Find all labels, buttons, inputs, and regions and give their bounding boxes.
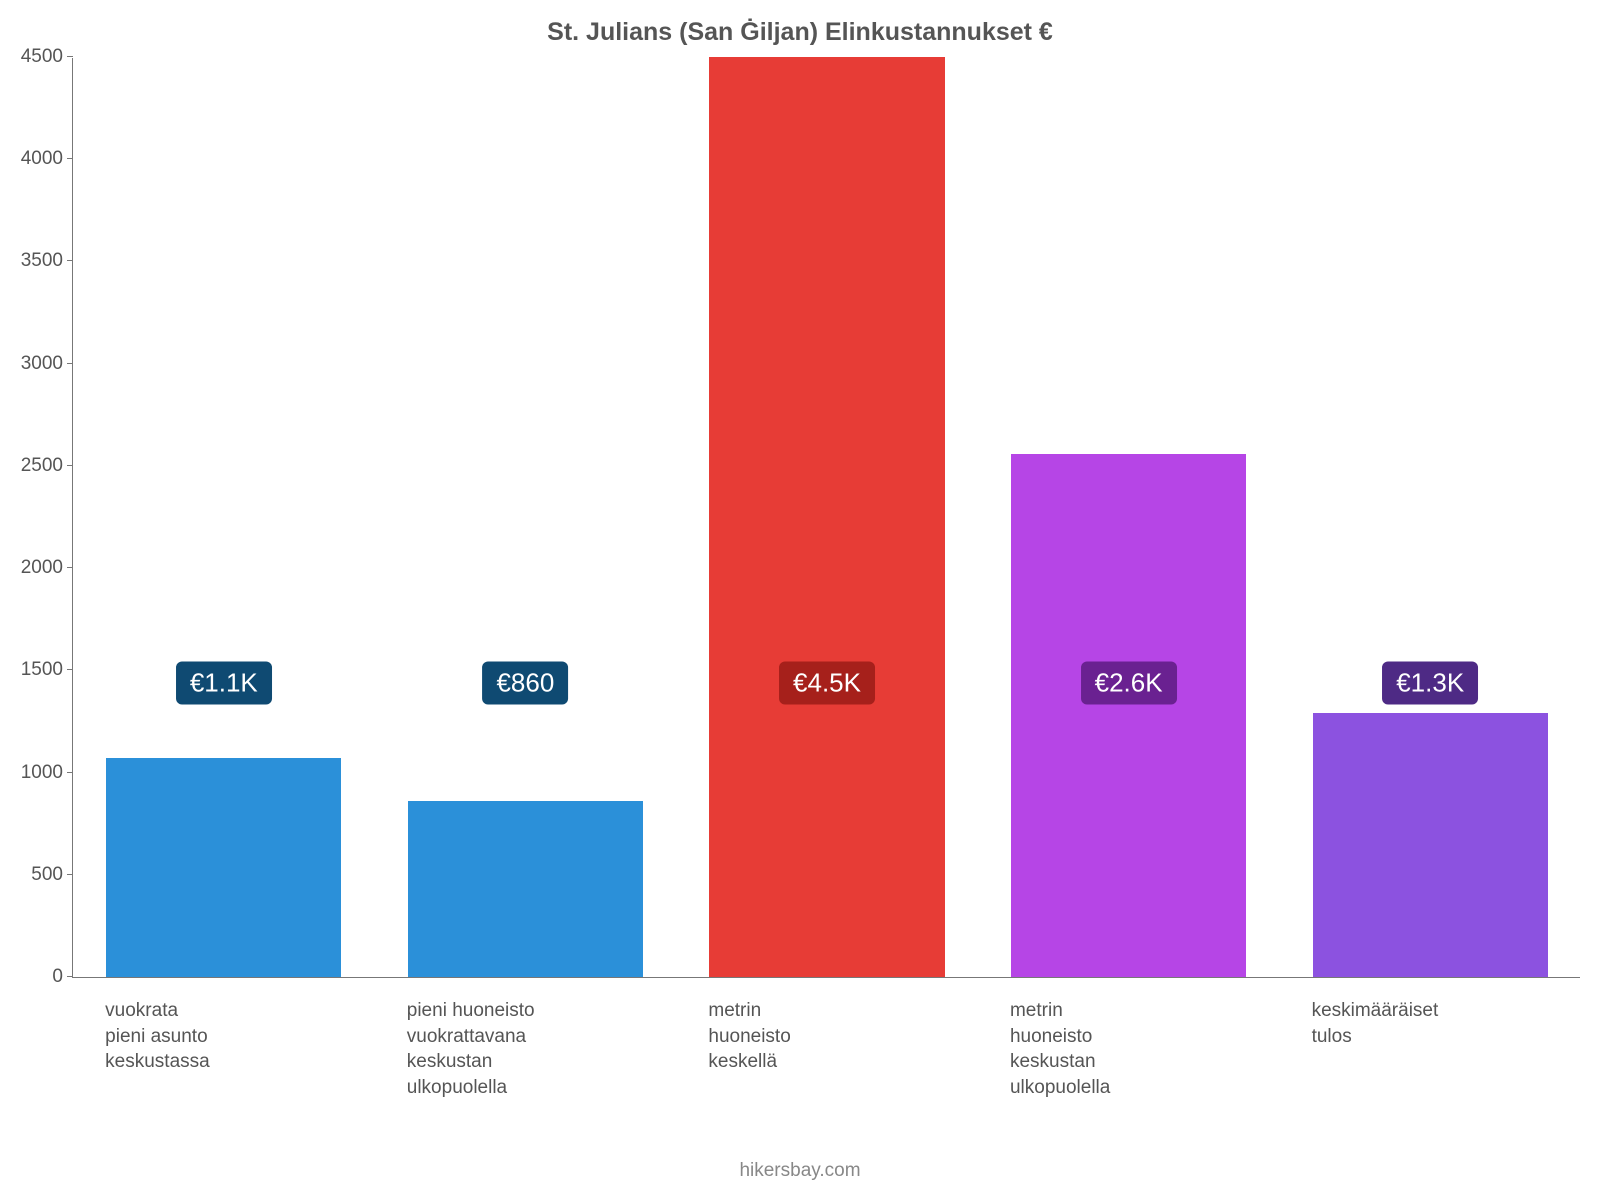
- y-tick-mark: [67, 874, 73, 875]
- y-tick-label: 3500: [21, 250, 73, 272]
- y-tick-mark: [67, 772, 73, 773]
- y-tick-mark: [67, 976, 73, 977]
- y-tick-mark: [67, 567, 73, 568]
- bar-value-label: €2.6K: [1081, 661, 1177, 704]
- bar: [1011, 454, 1246, 977]
- bar-value-label: €1.3K: [1382, 661, 1478, 704]
- y-tick-label: 1500: [21, 659, 73, 681]
- chart-title: St. Julians (San Ġiljan) Elinkustannukse…: [0, 18, 1600, 47]
- bar: [408, 801, 643, 977]
- y-tick-mark: [67, 260, 73, 261]
- y-tick-mark: [67, 158, 73, 159]
- bar: [709, 57, 944, 977]
- x-category-label: metrinhuoneistokeskustanulkopuolella: [1010, 998, 1245, 1101]
- x-category-label: pieni huoneistovuokrattavanakeskustanulk…: [407, 998, 642, 1101]
- y-tick-mark: [67, 363, 73, 364]
- y-tick-mark: [67, 56, 73, 57]
- chart-footer: hikersbay.com: [0, 1160, 1600, 1182]
- y-tick-label: 2000: [21, 557, 73, 579]
- y-tick-label: 4500: [21, 46, 73, 68]
- bar: [1313, 713, 1548, 977]
- y-tick-label: 500: [31, 864, 73, 886]
- bar-value-label: €860: [482, 661, 568, 704]
- bar: [106, 758, 341, 977]
- y-tick-mark: [67, 465, 73, 466]
- y-tick-label: 4000: [21, 148, 73, 170]
- bar-value-label: €4.5K: [779, 661, 875, 704]
- y-tick-mark: [67, 669, 73, 670]
- y-tick-label: 0: [52, 966, 73, 988]
- x-category-label: keskimääräisettulos: [1312, 998, 1547, 1049]
- chart-plot-area: 050010001500200025003000350040004500€1.1…: [72, 58, 1580, 978]
- bar-value-label: €1.1K: [176, 661, 272, 704]
- y-tick-label: 1000: [21, 762, 73, 784]
- x-category-label: metrinhuoneistokeskellä: [708, 998, 943, 1075]
- y-tick-label: 2500: [21, 455, 73, 477]
- y-tick-label: 3000: [21, 353, 73, 375]
- x-category-label: vuokratapieni asuntokeskustassa: [105, 998, 340, 1075]
